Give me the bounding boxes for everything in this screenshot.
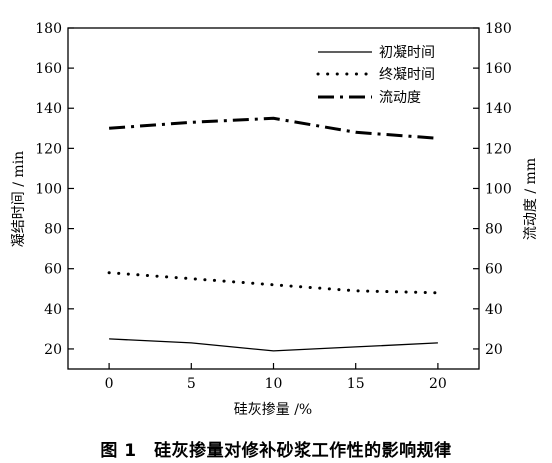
x-tick-label: 5 bbox=[187, 376, 196, 392]
left-tick-label: 180 bbox=[35, 21, 62, 37]
right-tick-label: 20 bbox=[485, 342, 503, 358]
chart: 0 5 10 15 20 20 40 60 80 100 120 140 160 180 20 40 60 8… bbox=[11, 21, 539, 418]
figure-caption: 图 1 硅灰掺量对修补砂浆工作性的影响规律 bbox=[100, 441, 452, 461]
left-axis-title: 凝结时间 / min bbox=[11, 151, 27, 247]
left-tick-label: 120 bbox=[35, 141, 62, 157]
legend-label-1: 初凝时间 bbox=[379, 44, 435, 61]
x-axis-title: 硅灰掺量 /% bbox=[234, 401, 312, 418]
x-tick-label: 0 bbox=[105, 376, 114, 392]
right-tick-label: 60 bbox=[485, 262, 503, 278]
x-tick-label: 15 bbox=[347, 376, 365, 392]
left-tick-label: 100 bbox=[35, 181, 62, 197]
legend-label-3: 流动度 bbox=[379, 90, 421, 106]
left-tick-label: 140 bbox=[35, 101, 62, 117]
left-tick-label: 80 bbox=[44, 222, 62, 238]
left-tick-label: 40 bbox=[44, 302, 62, 318]
series-line-2 bbox=[107, 271, 440, 295]
series-layer bbox=[107, 116, 440, 352]
right-tick-label: 40 bbox=[485, 302, 503, 318]
left-tick-label: 160 bbox=[35, 61, 62, 77]
legend-label-2: 终凝时间 bbox=[379, 67, 435, 83]
left-axis-ticks: 20 40 60 80 100 120 140 160 180 bbox=[35, 21, 74, 358]
series-line-1 bbox=[109, 338, 438, 352]
right-axis-ticks: 20 40 60 80 100 120 140 160 180 bbox=[473, 21, 512, 358]
left-tick-label: 60 bbox=[44, 262, 62, 278]
right-tick-label: 160 bbox=[485, 61, 512, 77]
x-tick-label: 20 bbox=[429, 376, 447, 392]
right-axis-title: 流动度 / mm bbox=[523, 158, 539, 240]
right-tick-label: 140 bbox=[485, 101, 512, 117]
x-axis-ticks: 0 5 10 15 20 bbox=[105, 363, 447, 392]
right-tick-label: 100 bbox=[485, 181, 512, 197]
left-tick-label: 20 bbox=[44, 342, 62, 358]
x-tick-label: 10 bbox=[265, 376, 283, 392]
right-tick-label: 180 bbox=[485, 21, 512, 37]
right-tick-label: 120 bbox=[485, 141, 512, 157]
right-tick-label: 80 bbox=[485, 222, 503, 238]
series-line-3 bbox=[108, 116, 439, 140]
